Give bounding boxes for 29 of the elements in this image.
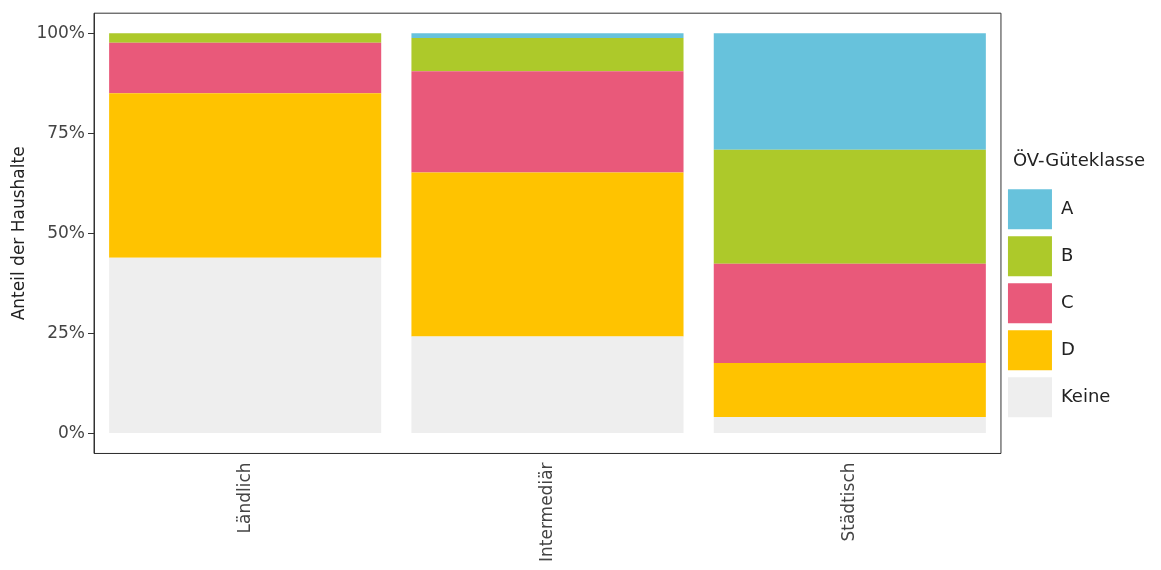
legend-label: B <box>1060 243 1074 265</box>
bar <box>713 363 986 418</box>
bar <box>713 263 986 363</box>
bar <box>713 149 986 264</box>
legend-label: Keine <box>1060 384 1111 406</box>
bar <box>713 417 986 433</box>
y-tick-label: 0% <box>58 421 85 442</box>
bar <box>109 33 382 43</box>
x-tick-label: Städtisch <box>838 462 859 542</box>
bar <box>109 42 382 94</box>
bar <box>411 71 684 173</box>
y-tick-label: 75% <box>47 121 85 142</box>
y-tick-label: 50% <box>47 221 85 242</box>
legend-label: D <box>1060 337 1075 359</box>
bar <box>109 257 382 433</box>
y-tick-label: 100% <box>36 21 85 42</box>
y-tick-label: 25% <box>47 321 85 342</box>
y-axis-title: Anteil der Haushalte <box>7 146 28 321</box>
legend-label: C <box>1060 290 1074 312</box>
legend-title: ÖV-Güteklasse <box>1012 149 1145 171</box>
x-tick-label: Ländlich <box>233 462 254 534</box>
x-tick-label: Intermediär <box>535 462 556 562</box>
bar <box>109 93 382 258</box>
bar <box>411 172 684 337</box>
bar <box>411 38 684 72</box>
bar <box>411 33 684 39</box>
bar <box>713 33 986 150</box>
bar <box>411 336 684 433</box>
legend-label: A <box>1060 196 1074 218</box>
